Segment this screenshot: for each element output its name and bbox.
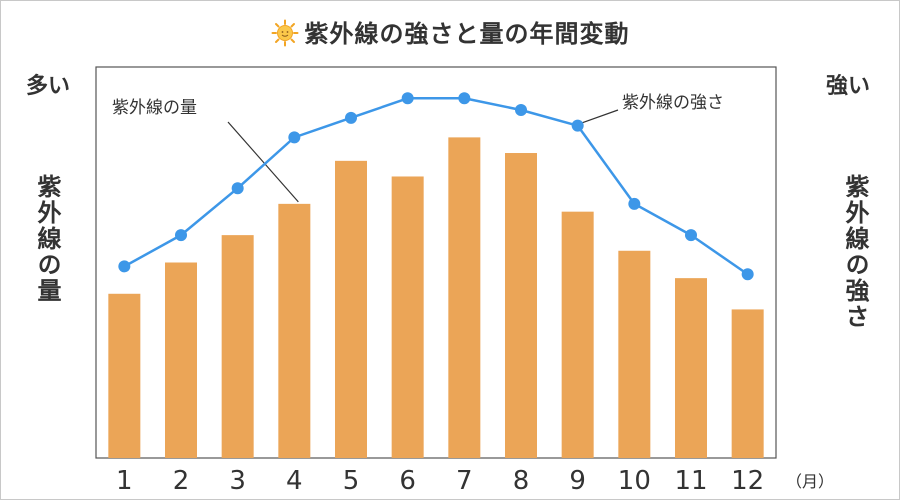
bar-month-11 [675, 278, 707, 458]
bar-month-6 [391, 176, 424, 459]
strength-point-month-9 [571, 119, 584, 132]
strength-point-month-8 [515, 104, 527, 117]
annotation-strength: 紫外線の強さ [622, 93, 724, 113]
x-tick-label: 5 [343, 466, 360, 496]
left-axis-top-text: 多い [26, 74, 71, 99]
sun-icon [271, 19, 299, 53]
strength-point-month-6 [401, 92, 414, 105]
plot-area [95, 66, 777, 459]
right-axis-top-text: 強い [826, 74, 871, 99]
x-tick-label: 6 [399, 466, 416, 496]
chart-title: 紫外線の強さと量の年間変動 [0, 14, 900, 53]
x-tick-label: 11 [674, 466, 707, 496]
strength-line [123, 97, 749, 276]
x-tick-label: 10 [618, 466, 651, 496]
bar-month-1 [108, 293, 141, 458]
x-unit-label: （月） [786, 472, 834, 491]
bar-month-5 [335, 160, 367, 458]
x-tick-label: 4 [286, 466, 303, 496]
x-tick-label: 8 [513, 466, 530, 496]
annotation-amount-leader [227, 121, 299, 203]
strength-point-month-1 [118, 260, 131, 273]
strength-point-month-12 [741, 268, 754, 281]
annotation-strength-leader [579, 109, 619, 125]
strength-point-month-3 [231, 182, 244, 195]
bar-month-8 [505, 153, 537, 458]
right-axis-label: 紫外線の強さ [841, 174, 869, 330]
bar-month-12 [731, 309, 764, 458]
annotation-amount: 紫外線の量 [112, 98, 197, 118]
x-tick-label: 9 [569, 466, 586, 496]
bar-month-9 [561, 211, 594, 458]
bar-month-3 [221, 235, 254, 458]
left-axis-label: 紫外線の量 [33, 174, 61, 304]
chart-title-text: 紫外線の強さと量の年間変動 [304, 20, 630, 48]
strength-point-month-2 [175, 229, 187, 242]
strength-point-month-10 [628, 197, 641, 210]
bar-month-7 [448, 137, 481, 458]
bar-month-2 [165, 262, 197, 458]
x-tick-label: 12 [731, 466, 764, 496]
bar-month-10 [618, 250, 651, 458]
strength-point-month-5 [345, 111, 357, 124]
strength-point-month-11 [685, 229, 697, 242]
strength-point-month-4 [288, 131, 301, 144]
x-tick-label: 3 [229, 466, 246, 496]
bar-month-4 [278, 203, 311, 458]
x-tick-label: 7 [456, 466, 473, 496]
strength-point-month-7 [458, 92, 471, 105]
x-tick-label: 2 [173, 466, 190, 496]
x-tick-label: 1 [116, 466, 133, 496]
